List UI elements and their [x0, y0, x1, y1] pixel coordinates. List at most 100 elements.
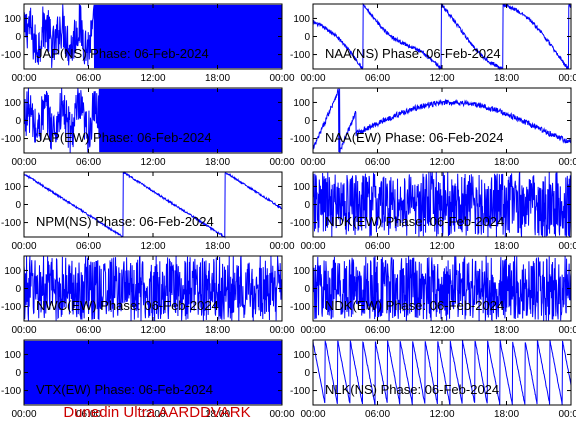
y-tick-label: 100 [4, 14, 21, 25]
y-tick-label: 100 [293, 14, 310, 25]
x-tick-label: 12:00 [140, 241, 165, 252]
phase-series-line [312, 339, 572, 406]
phase-series-line [23, 171, 283, 239]
x-tick-label: 18:00 [494, 409, 519, 420]
x-tick-label: 00:00 [300, 409, 325, 420]
x-tick-label: 00:00 [558, 241, 576, 252]
y-tick-label: 0 [15, 284, 21, 295]
y-tick-label: -100 [1, 218, 21, 229]
y-tick-label: 100 [293, 182, 310, 193]
x-tick-label: 06:00 [365, 325, 390, 336]
x-tick-label: 00:00 [269, 409, 294, 420]
panel-title: NAA(NS) Phase: 06-Feb-2024 [325, 46, 501, 61]
y-tick-label: -100 [1, 302, 21, 313]
y-tick-label: 100 [4, 350, 21, 361]
x-tick-label: 12:00 [140, 409, 165, 420]
x-tick-label: 18:00 [205, 325, 230, 336]
x-tick-label: 00:00 [11, 241, 36, 252]
x-tick-label: 00:00 [269, 73, 294, 84]
chart-panel: 100 0 -100 00:00 06:00 12:00 18:00 00:00 NWC(EW)… [1, 255, 295, 336]
x-tick-label: 06:00 [76, 325, 101, 336]
panel-title: NDK(EW) Phase: 06-Feb-2024 [325, 298, 504, 313]
x-tick-label: 12:00 [429, 409, 454, 420]
y-tick-label: -100 [290, 50, 310, 61]
x-tick-label: 12:00 [140, 73, 165, 84]
y-tick-label: 100 [293, 350, 310, 361]
y-tick-label: 0 [15, 32, 21, 43]
x-tick-label: 06:00 [76, 241, 101, 252]
y-tick-label: 0 [15, 200, 21, 211]
y-tick-label: 0 [304, 284, 310, 295]
x-tick-label: 18:00 [205, 409, 230, 420]
phase-series-line [312, 87, 572, 153]
x-tick-label: 06:00 [76, 73, 101, 84]
x-tick-label: 18:00 [205, 241, 230, 252]
y-tick-label: -100 [1, 50, 21, 61]
y-tick-label: 0 [15, 116, 21, 127]
panel-title: VTX(EW) Phase: 06-Feb-2024 [36, 382, 213, 397]
x-tick-label: 18:00 [205, 157, 230, 168]
x-tick-label: 06:00 [365, 73, 390, 84]
x-tick-label: 00:00 [11, 157, 36, 168]
y-tick-label: 100 [293, 98, 310, 109]
panel-title: NWC(EW) Phase: 06-Feb-2024 [36, 298, 219, 313]
x-tick-label: 00:00 [300, 73, 325, 84]
y-tick-label: -100 [290, 386, 310, 397]
x-tick-label: 18:00 [494, 157, 519, 168]
footer-label: Dunedin Ultra AARDDVARK [63, 404, 251, 421]
x-tick-label: 06:00 [365, 241, 390, 252]
chart-panel: 100 0 -100 00:00 06:00 12:00 18:00 00:00 JAP(EW)… [1, 87, 295, 168]
y-tick-label: 100 [4, 266, 21, 277]
y-tick-label: 0 [304, 200, 310, 211]
y-tick-label: -100 [290, 302, 310, 313]
x-tick-label: 18:00 [205, 73, 230, 84]
x-tick-label: 18:00 [494, 325, 519, 336]
x-tick-label: 18:00 [494, 241, 519, 252]
x-tick-label: 00:00 [11, 325, 36, 336]
chart-panel: 100 0 -100 00:00 06:00 12:00 18:00 00:00 VTX(EW)… [1, 339, 295, 420]
x-tick-label: 12:00 [429, 73, 454, 84]
chart-panel: 100 0 -100 00:00 06:00 12:00 18:00 00:00 NLK(NS)… [290, 339, 576, 420]
chart-panel: 100 0 -100 00:00 06:00 12:00 18:00 00:00 NDK(EW)… [290, 255, 576, 336]
phase-series-line [23, 87, 283, 153]
x-tick-label: 00:00 [269, 325, 294, 336]
x-tick-label: 00:00 [300, 157, 325, 168]
x-tick-label: 12:00 [140, 157, 165, 168]
y-tick-label: 0 [15, 368, 21, 379]
x-tick-label: 12:00 [429, 325, 454, 336]
y-tick-label: 0 [304, 32, 310, 43]
chart-panel: 100 0 -100 00:00 06:00 12:00 18:00 00:00 JAP(NS)… [1, 3, 295, 84]
y-tick-label: -100 [1, 386, 21, 397]
x-tick-label: 06:00 [76, 409, 101, 420]
x-tick-label: 00:00 [300, 241, 325, 252]
chart-panel: 100 0 -100 00:00 06:00 12:00 18:00 00:00 NAA(EW)… [290, 87, 576, 168]
x-tick-label: 00:00 [300, 325, 325, 336]
x-tick-label: 06:00 [76, 157, 101, 168]
x-tick-label: 00:00 [558, 73, 576, 84]
panel-title: NPM(NS) Phase: 06-Feb-2024 [36, 214, 214, 229]
y-tick-label: 0 [304, 368, 310, 379]
y-tick-label: -100 [1, 134, 21, 145]
y-tick-label: -100 [290, 218, 310, 229]
chart-panel: 100 0 -100 00:00 06:00 12:00 18:00 00:00 NPM(NS)… [1, 171, 295, 252]
y-tick-label: 100 [4, 98, 21, 109]
x-tick-label: 00:00 [558, 409, 576, 420]
panel-title: JAP(EW) Phase: 06-Feb-2024 [36, 130, 212, 145]
y-tick-label: -100 [290, 134, 310, 145]
phase-series-line [23, 4, 283, 69]
panel-title: NDK(EW) Phase: 06-Feb-2024 [325, 214, 504, 229]
x-tick-label: 00:00 [11, 409, 36, 420]
x-tick-label: 12:00 [429, 157, 454, 168]
panel-title: NLK(NS) Phase: 06-Feb-2024 [325, 382, 499, 397]
panel-title: NAA(EW) Phase: 06-Feb-2024 [325, 130, 503, 145]
phase-series-line [23, 255, 283, 321]
x-tick-label: 06:00 [365, 157, 390, 168]
x-tick-label: 18:00 [494, 73, 519, 84]
y-tick-label: 100 [4, 182, 21, 193]
phase-series-line [23, 340, 283, 405]
y-tick-label: 100 [293, 266, 310, 277]
phase-series-line [312, 172, 572, 238]
x-tick-label: 00:00 [558, 325, 576, 336]
panel-title: JAP(NS) Phase: 06-Feb-2024 [36, 46, 209, 61]
